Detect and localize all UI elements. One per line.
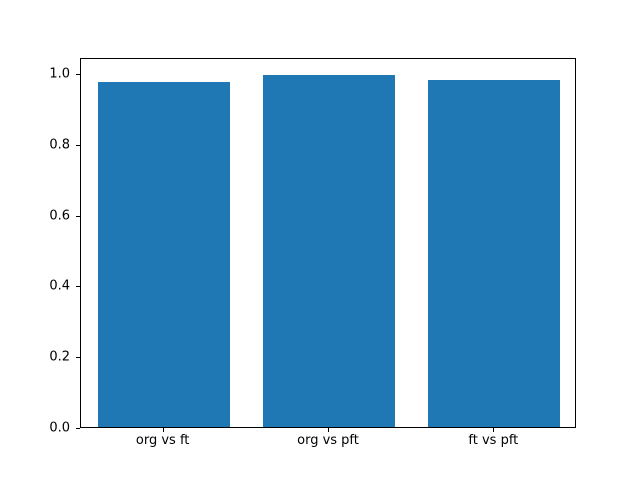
y-tick-label: 0.6 [49, 208, 70, 224]
x-tick-mark [493, 428, 495, 432]
y-tick-mark [76, 428, 80, 429]
plot-area [80, 58, 576, 428]
y-tick-mark [76, 73, 80, 75]
x-tick-label: org vs ft [135, 433, 190, 448]
x-tick-label: ft vs pft [468, 433, 519, 448]
y-tick-mark [76, 286, 80, 288]
y-tick-label: 0.2 [49, 349, 70, 365]
y-tick-label: 0.8 [49, 137, 70, 153]
y-tick-label: 0.4 [49, 278, 70, 294]
bar-org-vs-pft [262, 74, 396, 427]
x-tick-mark [162, 428, 164, 432]
y-tick-label: 1.0 [49, 66, 70, 82]
x-tick-label: org vs pft [297, 433, 359, 448]
y-tick-mark [76, 357, 80, 359]
bar-org-vs-ft [97, 81, 230, 427]
y-tick-mark [76, 215, 80, 217]
y-tick-mark [76, 144, 80, 146]
bar-ft-vs-pft [428, 80, 561, 427]
x-tick-mark [328, 428, 329, 432]
y-tick-label: 0.0 [49, 420, 70, 436]
